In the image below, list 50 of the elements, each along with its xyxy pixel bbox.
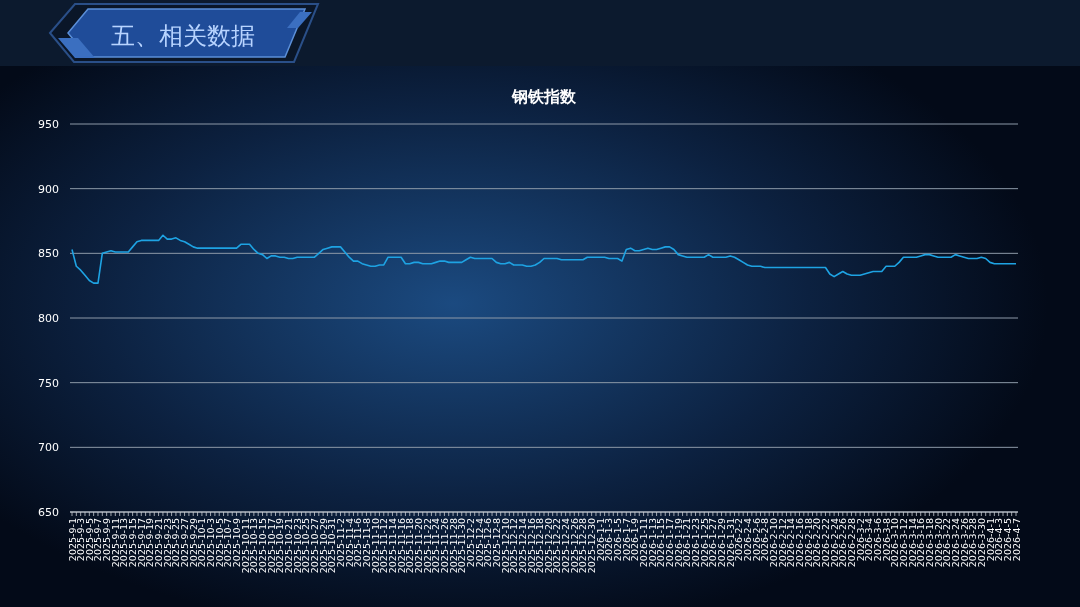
x-tick-label: 2026-1-3 [603,518,615,562]
x-tick-label: 2025-12-10 [499,518,511,574]
x-tick-label: 2026-3-14 [906,518,918,568]
x-tick-label: 2026-4-7 [1010,518,1022,562]
chart-title: 钢铁指数 [511,87,577,106]
x-tick-label: 2026-3-2 [854,518,866,562]
x-tick-label: 2026-2-8 [759,518,771,562]
x-tick-label: 2025-12-22 [551,518,563,574]
y-tick-label: 650 [38,506,59,519]
x-tick-label: 2025-9-19 [144,518,156,568]
x-tick-label: 2026-1-27 [707,518,719,568]
y-tick-label: 700 [38,441,59,455]
line-series [71,234,1017,284]
x-tick-label: 2026-2-24 [828,518,840,568]
x-tick-label: 2025-11-16 [395,518,407,574]
x-tick-label: 2026-2-10 [768,518,779,568]
x-tick-label: 2025-9-7 [92,518,104,562]
x-tick-label: 2026-1-21 [681,518,693,568]
x-tick-label: 2026-2-2 [733,518,745,562]
x-tick-label: 2026-3-8 [880,518,892,562]
x-tick-label: 2026-3-20 [932,518,944,568]
x-tick-label: 2025-10-25 [300,518,312,574]
y-tick-label: 900 [38,182,59,196]
x-tick-label: 2026-2-18 [802,518,814,568]
y-tick-label: 750 [38,376,59,390]
x-tick-label: 2026-4-1 [984,518,996,562]
x-tick-label: 2025-11-4 [343,518,355,568]
x-tick-label: 2025-12-4 [473,518,485,568]
x-tick-label: 2025-10-27 [309,518,320,574]
text: 五、相关数据 [111,22,255,50]
x-tick-label: 2026-2-12 [776,518,788,568]
x-tick-label: 2025-9-25 [170,518,182,568]
x-tick-label: 2025-12-28 [577,518,589,574]
y-tick-label: 950 [38,118,59,131]
x-tick-label: 2026-1-15 [655,518,667,568]
x-tick-label: 2025-10-29 [317,518,329,574]
x-tick-label: 2025-9-1 [66,518,78,562]
x-tick-label: 2025-11-28 [447,518,459,574]
y-tick-label: 800 [38,312,59,325]
x-tick-label: 2025-12-16 [525,518,537,574]
x-tick-label: 2025-10-7 [222,518,234,568]
y-tick-label: 850 [38,247,59,261]
x-tick-label: 2026-3-26 [958,518,970,568]
x-tick-label: 2026-1-9 [629,518,641,562]
x-tick-label: 2025-10-19 [274,518,286,574]
x-tick-label: 2025-10-1 [196,518,208,568]
x-tick-label: 2025-9-13 [118,518,130,568]
x-tick-label: 2025-10-13 [248,518,260,574]
x-tick-label: 2025-11-22 [421,518,433,574]
x-tick-label: 2025-11-10 [369,518,381,574]
